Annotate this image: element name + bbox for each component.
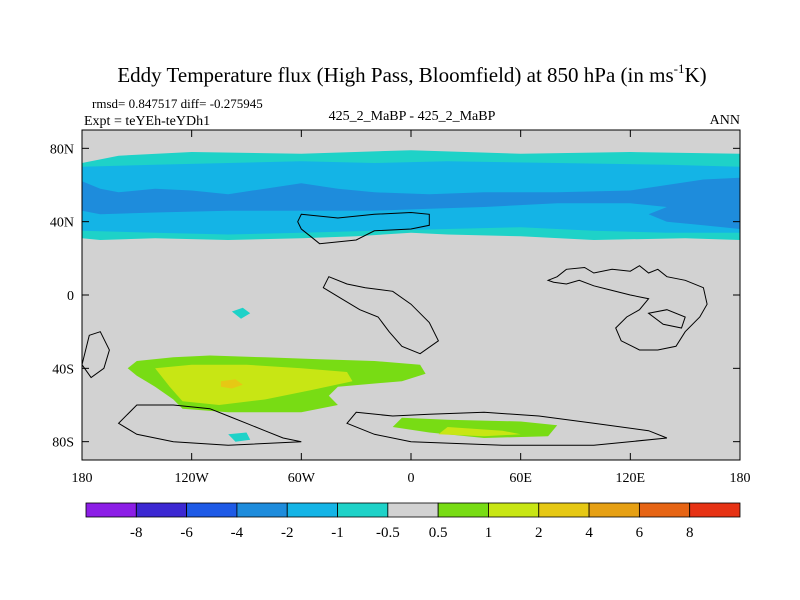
contour-fill-3 [231,307,251,319]
colorbar-label: -2 [281,525,294,541]
coastline-5 [346,411,668,446]
y-tick-label: 40N [50,216,74,231]
colorbar-box [186,502,238,518]
contour-fill-2 [82,177,740,229]
expt-label: Expt = teYEh-teYDh1 [84,114,210,129]
colorbar-label: 2 [535,525,543,541]
colorbar-box [85,502,137,518]
colorbar-box [488,502,540,518]
colorbar-box [689,502,741,518]
coastlines [82,211,708,446]
y-tick-label: 0 [67,289,74,304]
chart-title-end: K) [684,63,706,87]
colorbar-box [387,502,439,518]
colorbar-label: 0.5 [429,525,448,541]
colorbar-box [588,502,640,518]
colorbar-box [135,502,188,518]
contour-fill-7 [392,417,558,438]
chart-title: Eddy Temperature flux (High Pass, Bloomf… [117,61,706,87]
colorbar-box [638,502,691,518]
x-tick-label: 180 [72,471,93,486]
colorbar-box [236,502,288,518]
colorbar-label: 6 [636,525,644,541]
contour-fill-9 [228,432,251,442]
y-tick-label: 80N [50,142,74,157]
colorbar-label: -8 [130,525,143,541]
contour-fill-8 [438,427,521,437]
coastline-1 [546,265,708,351]
colorbar: -8 -6 -4 -2 -1 -0.5 0.5 1 2 4 6 8 [85,502,741,541]
contour-fill-6 [220,379,243,389]
colorbar-label: 1 [485,525,493,541]
colorbar-label: 8 [686,525,694,541]
colorbar-label: -0.5 [376,525,400,541]
colorbar-box [337,502,389,518]
stats-label: rmsd= 0.847517 diff= -0.275945 [92,96,263,111]
coastline-4 [117,404,302,446]
coastline-6 [647,309,686,329]
case-label: 425_2_MaBP - 425_2_MaBP [329,109,496,124]
chart-title-sup: -1 [674,61,685,76]
x-tick-label: 180 [730,471,751,486]
x-tick-label: 60E [509,471,532,486]
y-tick-label: 40S [52,362,74,377]
colorbar-box [437,502,489,518]
coastline-3 [82,331,110,379]
colorbar-label: -4 [231,525,244,541]
colorbar-box [538,502,590,518]
colorbar-label: -6 [180,525,193,541]
colorbar-label: -1 [331,525,344,541]
y-tick-label: 80S [52,436,74,451]
x-tick-label: 120W [175,471,210,486]
colorbar-box [286,502,338,518]
x-tick-label: 0 [408,471,415,486]
coastline-0 [297,211,430,245]
contour-fills [82,150,740,442]
season-label: ANN [710,113,740,128]
coastline-2 [322,276,440,355]
colorbar-label: 4 [585,525,593,541]
x-axis: 180 120W 60W 0 60E 120E 180 [72,130,751,486]
x-tick-label: 120E [616,471,646,486]
chart-title-main: Eddy Temperature flux (High Pass, Bloomf… [117,63,673,87]
y-axis: 80N 40N 0 40S 80S [50,142,740,451]
contour-fill-5 [155,364,353,405]
x-tick-label: 60W [288,471,316,486]
